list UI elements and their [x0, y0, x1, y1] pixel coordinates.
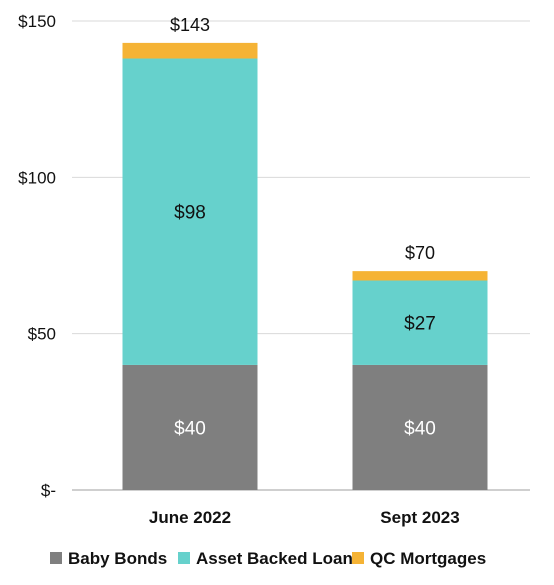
y-tick-label: $-	[41, 481, 56, 500]
total-label: $143	[170, 15, 210, 35]
bar-segment	[352, 271, 488, 281]
data-label: $40	[174, 418, 206, 439]
total-labels: $143 $70	[170, 15, 435, 263]
data-label: $98	[174, 203, 206, 224]
bar-segment	[122, 58, 258, 365]
bar-segment	[122, 364, 258, 490]
legend-swatch	[178, 552, 190, 564]
legend-swatch	[50, 552, 62, 564]
legend: Baby Bonds Asset Backed Loans QC Mortgages	[50, 549, 486, 568]
bar-segment	[352, 364, 488, 490]
y-tick-label: $150	[18, 12, 56, 31]
category-labels: June 2022 Sept 2023	[149, 508, 460, 527]
legend-label: Asset Backed Loans	[196, 549, 362, 568]
legend-label: QC Mortgages	[370, 549, 486, 568]
bar-segment	[352, 280, 488, 365]
x-category-label: June 2022	[149, 508, 231, 527]
data-label: $27	[404, 314, 436, 335]
x-category-label: Sept 2023	[380, 508, 459, 527]
bars	[122, 42, 488, 490]
segment-labels: $40 $98 $40 $27	[174, 203, 436, 440]
y-tick-label: $50	[28, 325, 56, 344]
legend-swatch	[352, 552, 364, 564]
total-label: $70	[405, 243, 435, 263]
y-axis-tick-labels: $- $50 $100 $150	[18, 12, 56, 500]
y-tick-label: $100	[18, 168, 56, 187]
bar-segment	[122, 42, 258, 59]
legend-label: Baby Bonds	[68, 549, 167, 568]
data-label: $40	[404, 418, 436, 439]
